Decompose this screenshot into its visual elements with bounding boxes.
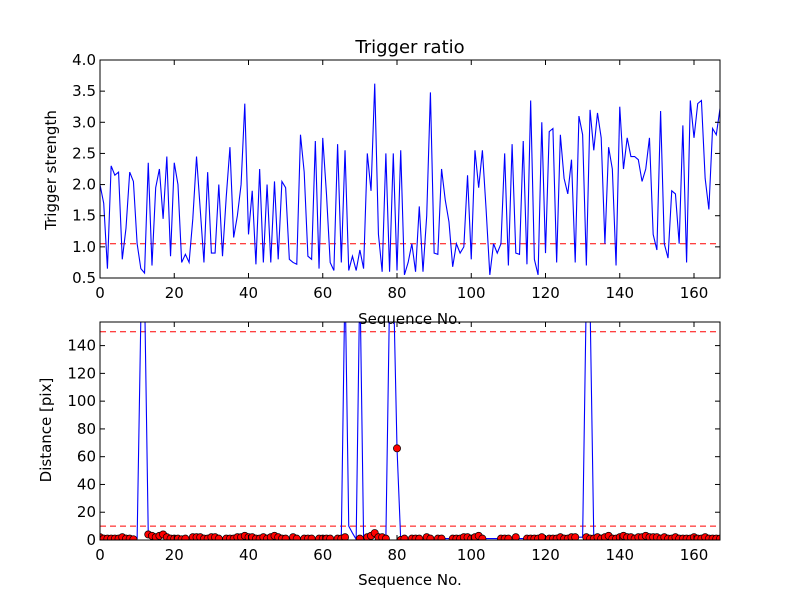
bottom-y-axis-label: Distance [pix]	[37, 378, 55, 483]
top-y-axis-label: Trigger strength	[42, 110, 60, 231]
top-plot-area	[100, 83, 720, 276]
top-x-axis-label: Sequence No.	[358, 310, 462, 328]
y-tick-label: 60	[77, 448, 96, 466]
data-point	[281, 534, 290, 540]
top-axes-frame	[99, 59, 721, 279]
top-y-ticks: 0.5 1.0 1.5 2.0 2.5 3.0 3.5 4.0	[72, 51, 720, 287]
x-tick-label: 0	[95, 284, 105, 302]
data-point	[341, 533, 349, 540]
y-tick-label: 3.5	[72, 82, 96, 100]
x-tick-label: 80	[387, 546, 406, 564]
x-tick-label: 120	[531, 284, 560, 302]
y-tick-label: 4.0	[72, 51, 96, 69]
x-tick-label: 40	[239, 284, 258, 302]
data-point	[393, 444, 401, 453]
y-tick-label: 3.0	[72, 113, 96, 131]
distance-panel: Sequence No. Distance [pix] 0 20 40 60 80 100…	[37, 321, 721, 589]
y-tick-label: 120	[67, 364, 96, 382]
y-tick-label: 80	[77, 420, 96, 438]
bottom-x-axis-label: Sequence No.	[358, 571, 462, 589]
plot-content	[100, 322, 720, 540]
x-tick-label: 160	[680, 546, 709, 564]
x-tick-label: 140	[605, 284, 634, 302]
x-tick-label: 100	[457, 546, 486, 564]
top-x-ticks: 0 20 40 60 80 100 120 140 160	[95, 60, 708, 302]
y-tick-label: 20	[77, 503, 96, 521]
x-tick-label: 160	[680, 284, 709, 302]
bottom-y-ticks: 0 20 40 60 80 100 120 140	[67, 337, 720, 549]
trigger-ratio-panel: Trigger ratio Sequence No. Trigger stren…	[42, 37, 721, 328]
y-tick-label: 100	[67, 392, 96, 410]
bottom-x-ticks: 0 20 40 60 80 100 120 140 160	[95, 322, 708, 564]
x-tick-label: 0	[95, 546, 105, 564]
x-tick-label: 60	[313, 284, 332, 302]
data-point	[571, 533, 580, 540]
data-point	[716, 534, 720, 540]
y-tick-label: 0.5	[72, 269, 96, 287]
x-tick-label: 140	[605, 546, 634, 564]
x-tick-label: 60	[313, 546, 332, 564]
chart-title: Trigger ratio	[354, 37, 464, 58]
y-tick-label: 2.5	[72, 144, 96, 162]
y-tick-label: 1.0	[72, 238, 96, 256]
data-point	[355, 534, 364, 540]
data-point	[437, 534, 446, 540]
y-tick-label: 2.0	[72, 176, 96, 194]
series-line	[100, 83, 720, 276]
y-tick-label: 1.5	[72, 207, 96, 225]
data-point	[181, 534, 190, 540]
data-point	[381, 534, 390, 540]
data-point	[504, 534, 513, 540]
data-point	[511, 533, 520, 540]
bottom-plot-area	[100, 322, 720, 540]
x-tick-label: 100	[457, 284, 486, 302]
y-tick-label: 0	[86, 531, 96, 549]
data-point	[129, 535, 138, 540]
x-tick-label: 40	[239, 546, 258, 564]
x-tick-label: 20	[165, 546, 184, 564]
plot-content	[100, 83, 720, 276]
y-tick-label: 140	[67, 337, 96, 355]
x-tick-label: 120	[531, 546, 560, 564]
x-tick-label: 20	[165, 284, 184, 302]
y-tick-label: 40	[77, 475, 96, 493]
bottom-axes-frame	[99, 321, 721, 541]
data-point	[478, 534, 487, 540]
data-point	[415, 534, 424, 540]
x-tick-label: 80	[387, 284, 406, 302]
